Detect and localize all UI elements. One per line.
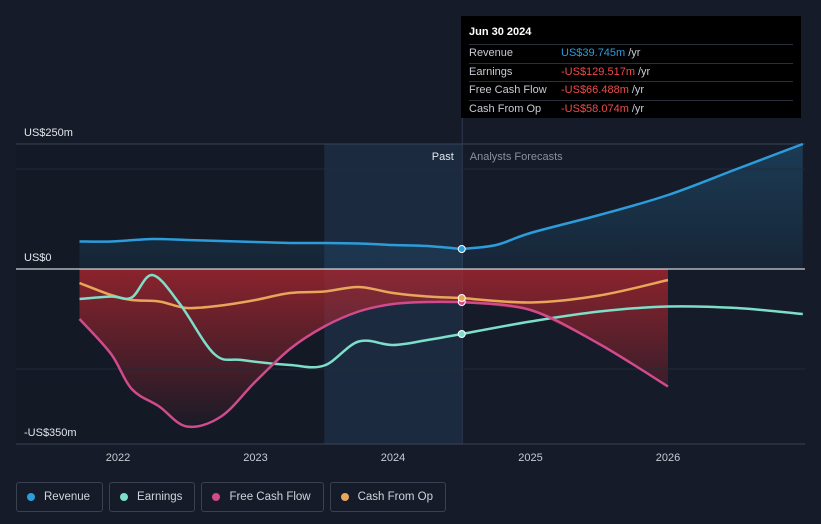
forecast-label: Analysts Forecasts [470, 151, 563, 163]
forecast-divider [461, 16, 463, 444]
legend-dot-icon [27, 493, 35, 501]
legend-label: Free Cash Flow [229, 491, 311, 503]
legend-item-revenue[interactable]: Revenue [16, 482, 104, 512]
marker-earnings [457, 330, 466, 338]
series-forecast-cash-from-op [461, 278, 669, 304]
legend-item-earnings[interactable]: Earnings [109, 482, 196, 512]
tooltip-date: Jun 30 2024 [469, 26, 532, 38]
series-line-free-cash-flow [78, 300, 462, 429]
x-tick-label: 2025 [518, 452, 542, 464]
tooltip-label: Free Cash Flow [469, 84, 547, 96]
legend-label: Revenue [44, 491, 91, 503]
y-axis-label-bottom: -US$350m [24, 427, 77, 439]
legend-dot-icon [340, 493, 349, 501]
legend: Revenue Earnings Free Cash Flow Cash Fro… [16, 482, 447, 512]
y-axis-label-zero: US$0 [24, 252, 52, 264]
tooltip-value: -US$129.517m [561, 65, 635, 78]
tooltip-unit: /yr [631, 84, 645, 96]
past-label: Past [432, 151, 454, 163]
tooltip-value: US$39.745m [561, 47, 626, 59]
x-tick-label: 2023 [243, 452, 267, 464]
legend-dot-icon [120, 493, 129, 501]
x-tick-label: 2026 [656, 452, 680, 464]
tooltip-label: Cash From Op [469, 102, 542, 115]
x-tick-label: 2022 [106, 452, 130, 464]
legend-label: Earnings [137, 491, 183, 503]
tooltip-value: -US$66.488m [561, 84, 629, 96]
marker-cash-from-op [457, 294, 466, 302]
tooltip-row-earnings: Earnings -US$129.517m /yr [469, 62, 793, 82]
tooltip-unit: /yr [638, 65, 651, 78]
series-forecast-earnings [461, 305, 803, 336]
tooltip-label: Revenue [469, 47, 514, 59]
legend-label: Cash From Op [357, 491, 434, 503]
tooltip-label: Earnings [469, 65, 513, 78]
legend-item-free-cash-flow[interactable]: Free Cash Flow [201, 482, 324, 512]
series-line-cash-from-op [79, 281, 462, 310]
tooltip: Jun 30 2024 Revenue US$39.745m /yr Earni… [461, 16, 801, 118]
tooltip-value: -US$58.074m [561, 102, 629, 115]
y-axis-label-top: US$250m [24, 127, 73, 139]
x-tick-label: 2024 [381, 452, 405, 464]
legend-dot-icon [212, 493, 221, 501]
tooltip-row-cash-from-op: Cash From Op -US$58.074m /yr [469, 99, 793, 119]
legend-item-cash-from-op[interactable]: Cash From Op [329, 482, 447, 512]
tooltip-unit: /yr [631, 102, 645, 115]
tooltip-unit: /yr [628, 47, 641, 59]
series-forecast-free-cash-flow [461, 300, 669, 388]
marker-revenue [457, 245, 466, 253]
tooltip-row-revenue: Revenue US$39.745m /yr [469, 44, 793, 63]
series-line-revenue [79, 237, 462, 251]
series-line-earnings [79, 273, 463, 369]
series-forecast-revenue [461, 142, 804, 251]
revenue-area [79, 144, 803, 269]
tooltip-row-free-cash-flow: Free Cash Flow -US$66.488m /yr [469, 81, 793, 100]
